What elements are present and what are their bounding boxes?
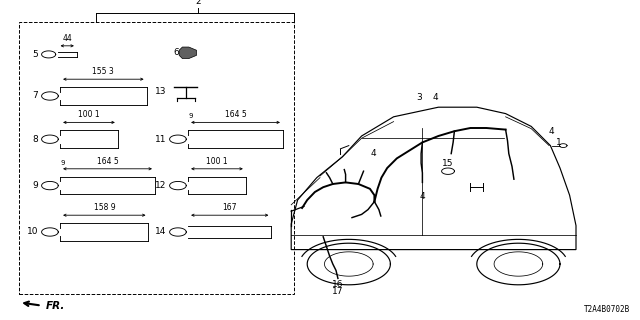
Text: 9: 9 [33, 181, 38, 190]
Text: 6: 6 [173, 48, 179, 57]
Text: 2: 2 [196, 0, 201, 6]
Bar [19, 22, 294, 294]
Text: 8: 8 [33, 135, 38, 144]
Text: 3: 3 [417, 93, 422, 102]
Text: 155 3: 155 3 [93, 67, 114, 76]
Text: FR.: FR. [46, 301, 65, 311]
Text: 9: 9 [188, 113, 193, 119]
Text: 16: 16 [332, 280, 344, 289]
Text: 100 1: 100 1 [78, 110, 100, 119]
Text: 4: 4 [549, 127, 554, 136]
Text: 4: 4 [371, 149, 376, 158]
Text: 12: 12 [155, 181, 166, 190]
Text: 4: 4 [433, 93, 438, 102]
Text: 5: 5 [33, 50, 38, 59]
Text: 100 1: 100 1 [206, 156, 228, 166]
Text: 13: 13 [155, 87, 166, 96]
Text: 7: 7 [33, 92, 38, 100]
Polygon shape [179, 47, 196, 59]
Text: 14: 14 [155, 228, 166, 236]
Text: T2A4B0702B: T2A4B0702B [584, 305, 630, 314]
Text: 4: 4 [420, 192, 425, 201]
Text: 164 5: 164 5 [225, 110, 246, 119]
Text: 158 9: 158 9 [93, 203, 115, 212]
Text: 17: 17 [332, 287, 344, 296]
Text: 1: 1 [556, 138, 561, 147]
Text: 11: 11 [155, 135, 166, 144]
Text: 167: 167 [223, 203, 237, 212]
Text: 9: 9 [60, 160, 65, 166]
Text: 44: 44 [62, 34, 72, 43]
Text: 10: 10 [27, 228, 38, 236]
Text: 15: 15 [442, 159, 454, 168]
Text: 164 5: 164 5 [97, 156, 118, 166]
